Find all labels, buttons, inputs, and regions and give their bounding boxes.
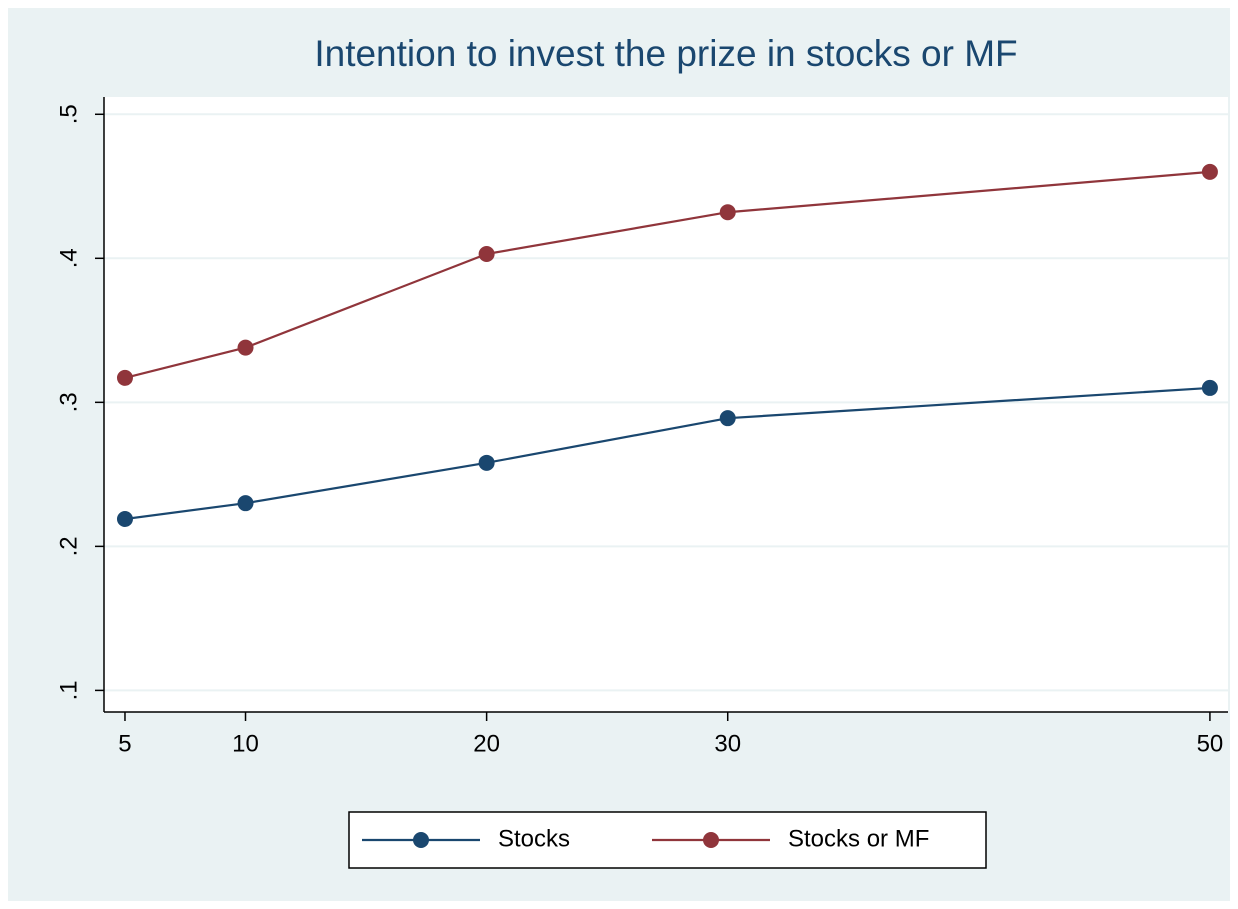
x-tick-label: 5 (118, 730, 131, 757)
x-tick-label: 10 (232, 730, 259, 757)
y-tick-label: .1 (55, 680, 82, 700)
legend-marker (703, 832, 719, 848)
data-point (478, 245, 495, 262)
data-point (116, 511, 133, 528)
data-point (237, 339, 254, 356)
x-tick-label: 50 (1197, 730, 1224, 757)
data-point (116, 369, 133, 386)
data-point (1201, 379, 1218, 396)
chart-title: Intention to invest the prize in stocks … (314, 33, 1017, 74)
y-tick-label: .3 (55, 392, 82, 412)
data-point (237, 495, 254, 512)
x-tick-label: 20 (473, 730, 500, 757)
legend-label: Stocks or MF (788, 825, 929, 852)
legend-marker (413, 832, 429, 848)
y-tick-label: .5 (55, 104, 82, 124)
x-tick-label: 30 (714, 730, 741, 757)
data-point (1201, 163, 1218, 180)
data-point (719, 410, 736, 427)
data-point (478, 454, 495, 471)
y-tick-label: .2 (55, 536, 82, 556)
plot-area (104, 97, 1228, 712)
legend-label: Stocks (498, 825, 570, 852)
y-tick-label: .4 (55, 248, 82, 268)
data-point (719, 204, 736, 221)
